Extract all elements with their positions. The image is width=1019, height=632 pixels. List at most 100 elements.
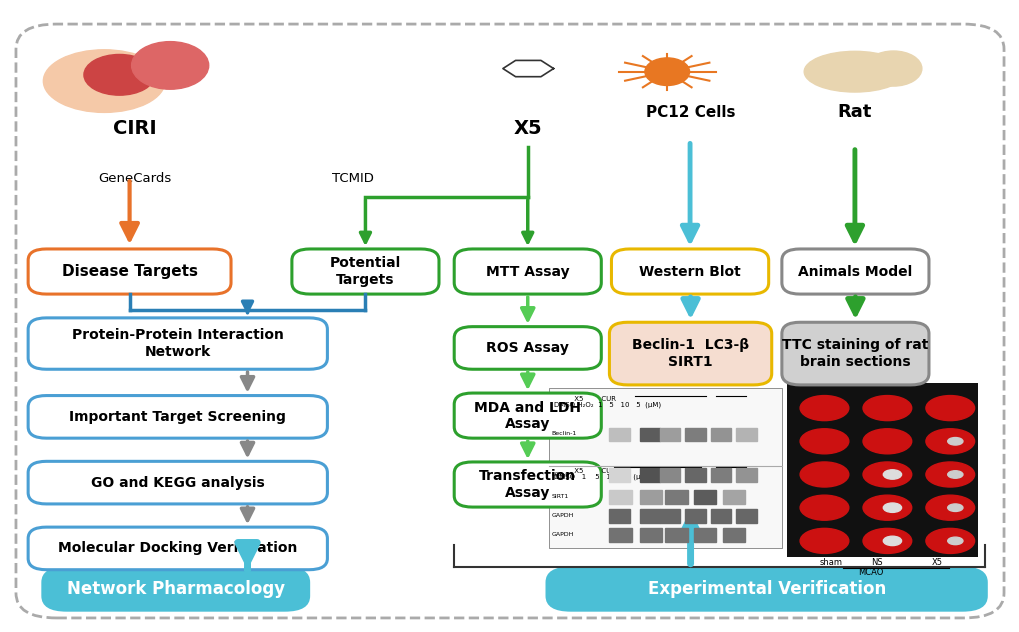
Ellipse shape [799, 528, 848, 554]
Text: Western Blot: Western Blot [639, 265, 740, 279]
Text: SIRT1: SIRT1 [551, 494, 569, 499]
Text: GeneCards: GeneCards [98, 172, 171, 185]
Ellipse shape [803, 51, 905, 92]
Bar [685, 427, 705, 441]
Bar [608, 490, 631, 504]
FancyBboxPatch shape [453, 393, 601, 438]
Text: PC12 Cells: PC12 Cells [645, 105, 735, 120]
Text: Potential
Targets: Potential Targets [329, 257, 400, 287]
Ellipse shape [862, 462, 911, 487]
Ellipse shape [799, 396, 848, 421]
Ellipse shape [862, 528, 911, 554]
FancyBboxPatch shape [29, 318, 327, 369]
Text: Beclin-1: Beclin-1 [551, 431, 577, 436]
Ellipse shape [799, 462, 848, 487]
Bar [736, 468, 756, 482]
Ellipse shape [882, 503, 901, 513]
Bar [736, 427, 756, 441]
Text: Experimental Verification: Experimental Verification [647, 580, 884, 598]
Text: GAPDH: GAPDH [551, 513, 574, 518]
Text: MTT Assay: MTT Assay [485, 265, 569, 279]
Text: Network Pharmacology: Network Pharmacology [66, 580, 284, 598]
Bar [608, 528, 631, 542]
Text: Rat: Rat [837, 104, 871, 121]
FancyBboxPatch shape [453, 249, 601, 294]
Ellipse shape [925, 528, 974, 554]
Ellipse shape [947, 537, 962, 545]
Bar [639, 490, 661, 504]
Circle shape [644, 58, 689, 85]
Text: X5        CUR: X5 CUR [553, 396, 615, 401]
Ellipse shape [947, 471, 962, 478]
FancyBboxPatch shape [608, 322, 771, 385]
Text: Disease Targets: Disease Targets [61, 264, 198, 279]
FancyBboxPatch shape [29, 396, 327, 438]
Text: Beclin-1  LC3-β
SIRT1: Beclin-1 LC3-β SIRT1 [632, 339, 748, 368]
Bar [608, 427, 629, 441]
Text: NS: NS [870, 557, 881, 567]
Bar [608, 509, 629, 523]
FancyBboxPatch shape [291, 249, 438, 294]
Text: Transfection
Assay: Transfection Assay [479, 470, 576, 500]
FancyBboxPatch shape [29, 527, 327, 569]
Ellipse shape [925, 495, 974, 520]
FancyBboxPatch shape [610, 249, 768, 294]
Text: TCMID: TCMID [331, 172, 373, 185]
Text: sham: sham [818, 557, 842, 567]
Ellipse shape [84, 54, 155, 95]
Bar [722, 490, 745, 504]
Text: MCAO: MCAO [857, 568, 882, 577]
Ellipse shape [925, 396, 974, 421]
FancyBboxPatch shape [42, 566, 310, 612]
Ellipse shape [947, 437, 962, 445]
Bar [787, 383, 976, 557]
Bar [736, 509, 756, 523]
FancyBboxPatch shape [782, 249, 928, 294]
FancyBboxPatch shape [453, 462, 601, 507]
Bar [664, 490, 687, 504]
Ellipse shape [862, 428, 911, 454]
Text: MDA and LDH
Assay: MDA and LDH Assay [474, 401, 581, 430]
Bar [659, 509, 680, 523]
Text: GO and KEGG analysis: GO and KEGG analysis [91, 476, 264, 490]
FancyBboxPatch shape [545, 566, 986, 612]
FancyBboxPatch shape [453, 327, 601, 369]
Text: X5: X5 [514, 119, 542, 138]
Bar [710, 427, 731, 441]
Text: Protein-Protein Interaction
Network: Protein-Protein Interaction Network [71, 329, 283, 359]
Text: LC3-β: LC3-β [551, 472, 570, 477]
Bar [722, 528, 745, 542]
FancyBboxPatch shape [29, 249, 230, 294]
Bar [685, 468, 705, 482]
Bar [693, 490, 715, 504]
Circle shape [131, 42, 209, 89]
Ellipse shape [925, 428, 974, 454]
Bar [548, 388, 782, 548]
FancyBboxPatch shape [29, 461, 327, 504]
Bar [659, 468, 680, 482]
Ellipse shape [799, 495, 848, 520]
Bar [685, 509, 705, 523]
FancyBboxPatch shape [782, 322, 928, 385]
Ellipse shape [862, 495, 911, 520]
Text: TTC staining of rat
brain sections: TTC staining of rat brain sections [782, 339, 927, 368]
Ellipse shape [862, 396, 911, 421]
Bar [710, 509, 731, 523]
Text: ROS Assay: ROS Assay [486, 341, 569, 355]
Ellipse shape [44, 50, 165, 112]
Ellipse shape [882, 470, 901, 479]
Bar [659, 427, 680, 441]
Ellipse shape [799, 428, 848, 454]
Text: Molecular Docking Verification: Molecular Docking Verification [58, 542, 298, 556]
Text: Important Target Screening: Important Target Screening [69, 410, 286, 424]
Text: GAPDH: GAPDH [551, 532, 574, 537]
Text: Animals Model: Animals Model [798, 265, 912, 279]
Bar [639, 509, 659, 523]
Ellipse shape [947, 504, 962, 511]
Bar [608, 468, 629, 482]
Bar [664, 528, 687, 542]
Text: DMSO   1    5   10    5  (μM): DMSO 1 5 10 5 (μM) [553, 474, 648, 480]
Bar [639, 427, 659, 441]
Text: CIRI: CIRI [113, 119, 156, 138]
Bar [693, 528, 715, 542]
